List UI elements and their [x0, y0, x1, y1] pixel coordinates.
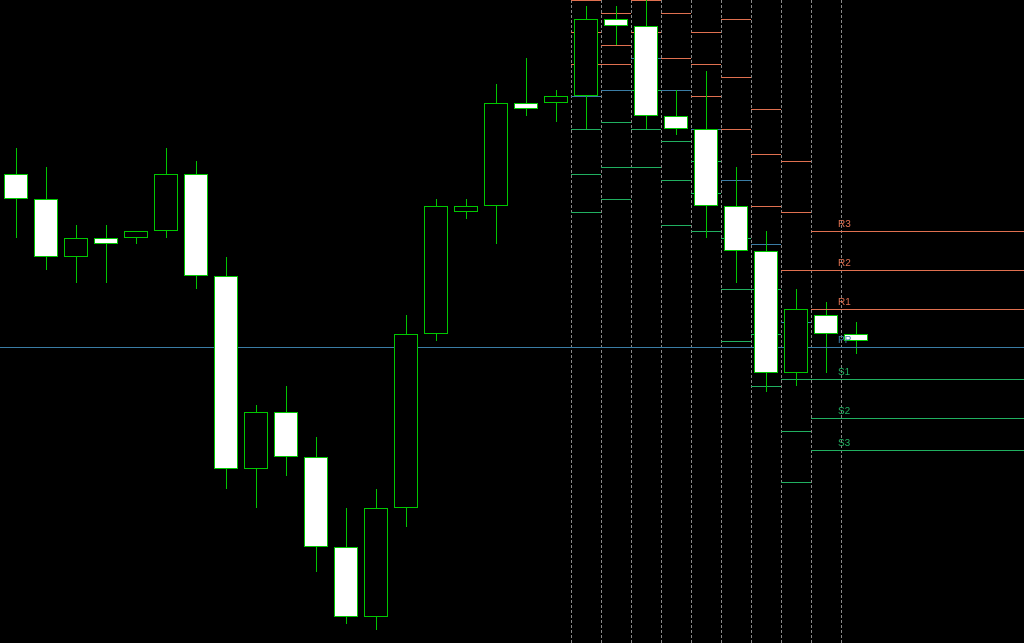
pivot-label-s2: S2 — [838, 407, 850, 417]
pivot-label-r2: R2 — [838, 259, 851, 269]
historical-pivot-s3 — [631, 167, 661, 168]
historical-pivot-s2 — [721, 289, 751, 290]
historical-pivot-r3 — [721, 19, 751, 20]
pivot-line-s2 — [820, 418, 1024, 419]
pivot-line-s3 — [820, 450, 1024, 451]
session-divider — [841, 0, 842, 643]
historical-pivot-r2 — [721, 77, 751, 78]
pivot-label-s1: S1 — [838, 368, 850, 378]
historical-pivot-s1 — [601, 122, 631, 123]
session-divider — [811, 0, 812, 643]
pivot-label-pp: PP — [838, 336, 851, 346]
pivot-line-pp — [820, 347, 1024, 348]
candle-body — [64, 238, 88, 257]
candle-body — [694, 129, 718, 206]
candle-body — [484, 103, 508, 206]
candle-body — [634, 26, 658, 116]
candle-body — [154, 174, 178, 232]
historical-pivot-s3 — [571, 212, 601, 213]
historical-pivot-r2 — [751, 154, 781, 155]
historical-pivot-s3 — [601, 199, 631, 200]
candle-body — [424, 206, 448, 335]
historical-pivot-r2 — [691, 64, 721, 65]
session-divider — [721, 0, 722, 643]
session-divider — [661, 0, 662, 643]
historical-pivot-s2 — [571, 174, 601, 175]
candle-body — [4, 174, 28, 200]
historical-pivot-r1 — [661, 58, 691, 59]
candle-body — [754, 251, 778, 373]
candle-body — [214, 276, 238, 469]
historical-pivot-s2 — [661, 180, 691, 181]
candle-body — [304, 457, 328, 547]
historical-pivot-s1 — [571, 129, 601, 130]
candle-body — [124, 231, 148, 237]
session-divider — [601, 0, 602, 643]
historical-pivot-s2 — [781, 431, 811, 432]
candle-body — [364, 508, 388, 617]
historical-pivot-r2 — [781, 212, 811, 213]
candle-wick — [556, 90, 557, 122]
pivot-label-r3: R3 — [838, 220, 851, 230]
pivot-line-r1 — [820, 309, 1024, 310]
historical-pivot-s1 — [661, 141, 691, 142]
pivot-label-s3: S3 — [838, 439, 850, 449]
candle-wick — [826, 302, 827, 373]
historical-pivot-s3 — [661, 225, 691, 226]
historical-pivot-r1 — [721, 129, 751, 130]
candle-body — [184, 174, 208, 277]
historical-pivot-pp — [601, 90, 631, 91]
candle-body — [274, 412, 298, 457]
candle-body — [784, 309, 808, 373]
historical-pivot-r2 — [601, 45, 631, 46]
candle-body — [394, 334, 418, 508]
candlestick-chart[interactable]: R3 R2 R1 PP S1 S2 S3 — [0, 0, 1024, 643]
historical-pivot-r2 — [661, 13, 691, 14]
candle-body — [574, 19, 598, 96]
session-divider — [751, 0, 752, 643]
historical-pivot-s3 — [781, 482, 811, 483]
historical-pivot-s2 — [631, 129, 661, 130]
candle-body — [604, 19, 628, 25]
historical-pivot-r3 — [781, 161, 811, 162]
historical-pivot-r3 — [571, 0, 601, 1]
candle-body — [664, 116, 688, 129]
session-divider — [631, 0, 632, 643]
pivot-label-r1: R1 — [838, 298, 851, 308]
candle-body — [814, 315, 838, 334]
candle-body — [94, 238, 118, 244]
candle-body — [544, 96, 568, 102]
pivot-line-r3 — [820, 231, 1024, 232]
historical-pivot-r1 — [781, 270, 811, 271]
historical-pivot-r1 — [751, 206, 781, 207]
historical-pivot-s3 — [721, 341, 751, 342]
candle-wick — [616, 6, 617, 45]
candle-body — [334, 547, 358, 618]
historical-pivot-r3 — [751, 109, 781, 110]
historical-pivot-s2 — [601, 167, 631, 168]
candle-body — [724, 206, 748, 251]
candle-wick — [106, 225, 107, 283]
candle-body — [34, 199, 58, 257]
candle-body — [514, 103, 538, 109]
pivot-line-r2 — [820, 270, 1024, 271]
historical-pivot-r3 — [691, 32, 721, 33]
candle-body — [244, 412, 268, 470]
historical-pivot-r1 — [601, 64, 631, 65]
candle-body — [454, 206, 478, 212]
pivot-line-s1 — [820, 379, 1024, 380]
